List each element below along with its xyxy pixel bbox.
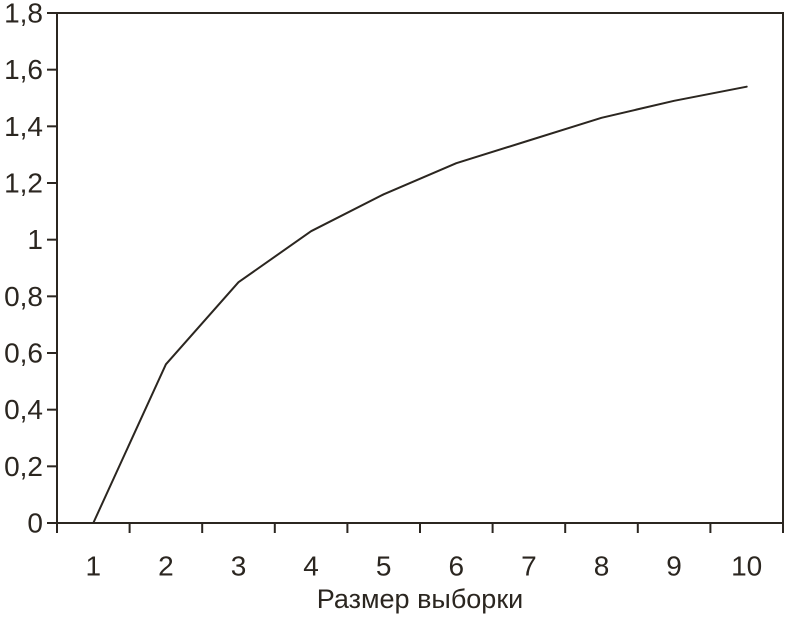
y-axis-tick-label: 1,8 [4,0,43,29]
x-axis-tick-label: 3 [231,551,247,582]
x-axis-tick-label: 5 [376,551,392,582]
y-axis-tick-label: 0 [27,508,43,539]
x-axis-tick-label: 4 [303,551,319,582]
data-curve [92,85,748,524]
y-axis-tick-label: 0,4 [4,394,43,425]
x-axis-tick-label: 6 [449,551,465,582]
x-axis-title: Размер выборки [317,584,523,614]
x-axis-tick-label: 2 [158,551,174,582]
y-axis-tick-label: 1 [27,224,43,255]
y-axis-tick-label: 1,6 [4,54,43,85]
y-axis-tick-label: 0,2 [4,451,43,482]
x-axis-tick-label: 1 [86,551,102,582]
y-axis-tick-label: 0,8 [4,281,43,312]
x-axis-tick-label: 9 [666,551,682,582]
x-axis-tick-label: 10 [731,551,762,582]
x-axis-tick-label: 7 [521,551,537,582]
y-axis-tick-label: 1,4 [4,111,43,142]
y-axis-tick-label: 0,6 [4,338,43,369]
y-axis-tick-label: 1,2 [4,168,43,199]
plot-border [56,12,784,524]
x-axis-tick-label: 8 [594,551,610,582]
